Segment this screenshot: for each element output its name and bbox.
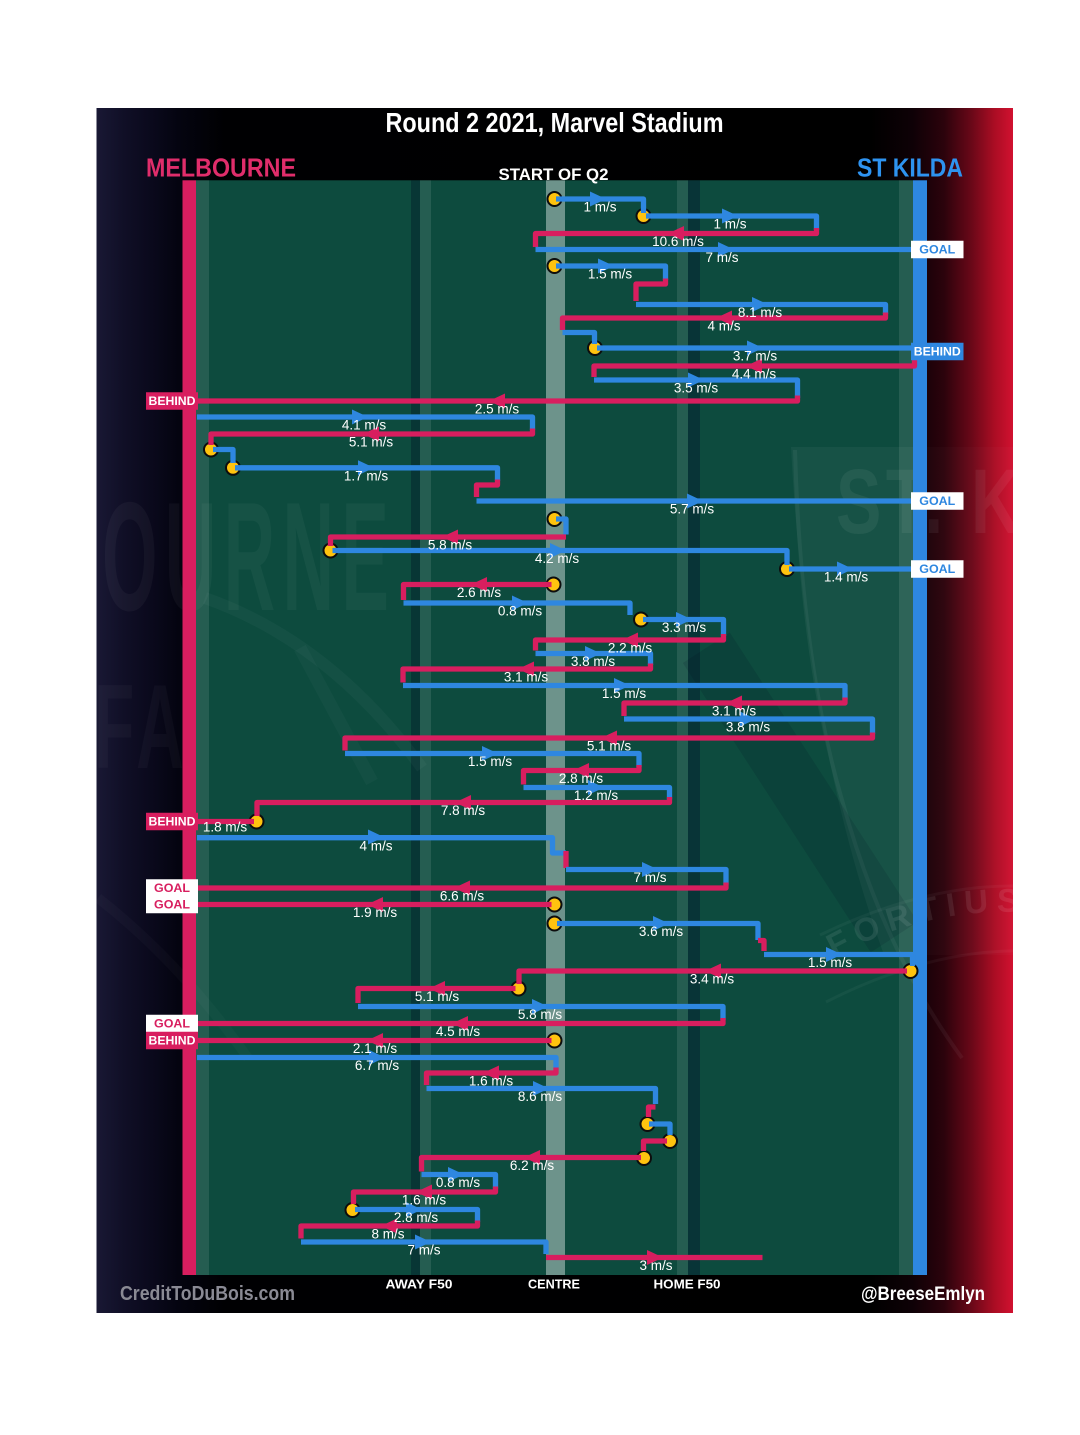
svg-text:7 m/s: 7 m/s — [407, 1243, 440, 1258]
svg-text:GOAL: GOAL — [154, 900, 190, 912]
svg-text:GOAL: GOAL — [154, 1019, 190, 1031]
svg-text:1.5 m/s: 1.5 m/s — [602, 686, 647, 701]
svg-text:5.1 m/s: 5.1 m/s — [415, 989, 460, 1004]
svg-text:2.6 m/s: 2.6 m/s — [457, 585, 502, 600]
svg-text:@BreeseEmlyn: @BreeseEmlyn — [861, 1284, 985, 1305]
svg-text:FA: FA — [94, 659, 189, 794]
svg-text:3.7 m/s: 3.7 m/s — [733, 349, 778, 364]
svg-text:3.4 m/s: 3.4 m/s — [690, 972, 735, 987]
svg-text:2.1 m/s: 2.1 m/s — [353, 1041, 398, 1056]
svg-text:2.2 m/s: 2.2 m/s — [608, 641, 653, 656]
svg-text:3.5 m/s: 3.5 m/s — [674, 381, 719, 396]
svg-text:8 m/s: 8 m/s — [371, 1227, 404, 1242]
svg-text:GOAL: GOAL — [919, 245, 955, 257]
svg-text:7 m/s: 7 m/s — [705, 250, 738, 265]
svg-text:4 m/s: 4 m/s — [707, 319, 740, 334]
svg-text:7.8 m/s: 7.8 m/s — [441, 803, 486, 818]
svg-text:3.8 m/s: 3.8 m/s — [726, 720, 771, 735]
svg-text:4.4 m/s: 4.4 m/s — [732, 367, 777, 382]
svg-text:1.8 m/s: 1.8 m/s — [203, 820, 248, 835]
svg-text:4.5 m/s: 4.5 m/s — [436, 1024, 481, 1039]
svg-text:ST KILDA: ST KILDA — [857, 153, 963, 183]
svg-text:3.3 m/s: 3.3 m/s — [662, 620, 707, 635]
svg-text:1.9 m/s: 1.9 m/s — [353, 905, 398, 920]
svg-text:GOAL: GOAL — [919, 564, 955, 576]
svg-text:START OF Q2: START OF Q2 — [499, 166, 609, 184]
svg-text:4 m/s: 4 m/s — [359, 838, 392, 853]
svg-text:4.1 m/s: 4.1 m/s — [342, 418, 387, 433]
svg-text:1.4 m/s: 1.4 m/s — [824, 570, 869, 585]
svg-text:OURNE: OURNE — [102, 470, 396, 643]
svg-text:6.2 m/s: 6.2 m/s — [510, 1158, 555, 1173]
svg-text:BEHIND: BEHIND — [914, 347, 961, 359]
svg-text:1.2 m/s: 1.2 m/s — [574, 788, 619, 803]
svg-text:CENTRE: CENTRE — [528, 1277, 580, 1292]
svg-text:1.6 m/s: 1.6 m/s — [402, 1193, 447, 1208]
svg-text:1.6 m/s: 1.6 m/s — [469, 1074, 514, 1089]
svg-text:CreditToDuBois.com: CreditToDuBois.com — [120, 1283, 295, 1305]
svg-text:2.8 m/s: 2.8 m/s — [559, 771, 604, 786]
svg-text:3.6 m/s: 3.6 m/s — [639, 924, 684, 939]
svg-text:7 m/s: 7 m/s — [633, 870, 666, 885]
svg-text:GOAL: GOAL — [919, 496, 955, 508]
svg-text:AWAY F50: AWAY F50 — [386, 1277, 453, 1292]
svg-text:Round 2 2021, Marvel Stadium: Round 2 2021, Marvel Stadium — [386, 107, 724, 138]
svg-text:5.1 m/s: 5.1 m/s — [587, 739, 632, 754]
svg-text:5.1 m/s: 5.1 m/s — [349, 435, 394, 450]
svg-text:1.5 m/s: 1.5 m/s — [468, 754, 513, 769]
svg-text:0.8 m/s: 0.8 m/s — [498, 604, 543, 619]
svg-text:5.7 m/s: 5.7 m/s — [670, 502, 715, 517]
svg-text:6.6 m/s: 6.6 m/s — [440, 889, 485, 904]
svg-text:1.7 m/s: 1.7 m/s — [344, 468, 389, 483]
svg-text:8.6 m/s: 8.6 m/s — [518, 1089, 563, 1104]
svg-text:BEHIND: BEHIND — [149, 396, 196, 408]
svg-text:1.5 m/s: 1.5 m/s — [588, 267, 633, 282]
svg-text:0.8 m/s: 0.8 m/s — [436, 1175, 481, 1190]
svg-text:BEHIND: BEHIND — [149, 817, 196, 829]
svg-text:5.8 m/s: 5.8 m/s — [518, 1007, 563, 1022]
svg-text:HOME F50: HOME F50 — [654, 1277, 721, 1292]
svg-text:3 m/s: 3 m/s — [639, 1258, 672, 1273]
svg-text:GOAL: GOAL — [154, 883, 190, 895]
svg-text:4.2 m/s: 4.2 m/s — [535, 551, 580, 566]
svg-text:3.1 m/s: 3.1 m/s — [504, 670, 549, 685]
svg-text:10.6 m/s: 10.6 m/s — [652, 234, 704, 249]
svg-text:2.8 m/s: 2.8 m/s — [394, 1210, 439, 1225]
svg-text:6.7 m/s: 6.7 m/s — [355, 1058, 400, 1073]
svg-text:BEHIND: BEHIND — [149, 1036, 196, 1048]
svg-text:3.8 m/s: 3.8 m/s — [571, 654, 616, 669]
svg-text:8.1 m/s: 8.1 m/s — [738, 305, 783, 320]
svg-text:5.8 m/s: 5.8 m/s — [428, 538, 473, 553]
svg-text:2.5 m/s: 2.5 m/s — [475, 402, 520, 417]
svg-text:1.5 m/s: 1.5 m/s — [808, 955, 853, 970]
svg-text:1 m/s: 1 m/s — [583, 200, 616, 215]
svg-text:1 m/s: 1 m/s — [713, 217, 746, 232]
svg-text:MELBOURNE: MELBOURNE — [146, 153, 296, 183]
svg-text:3.1 m/s: 3.1 m/s — [712, 704, 757, 719]
